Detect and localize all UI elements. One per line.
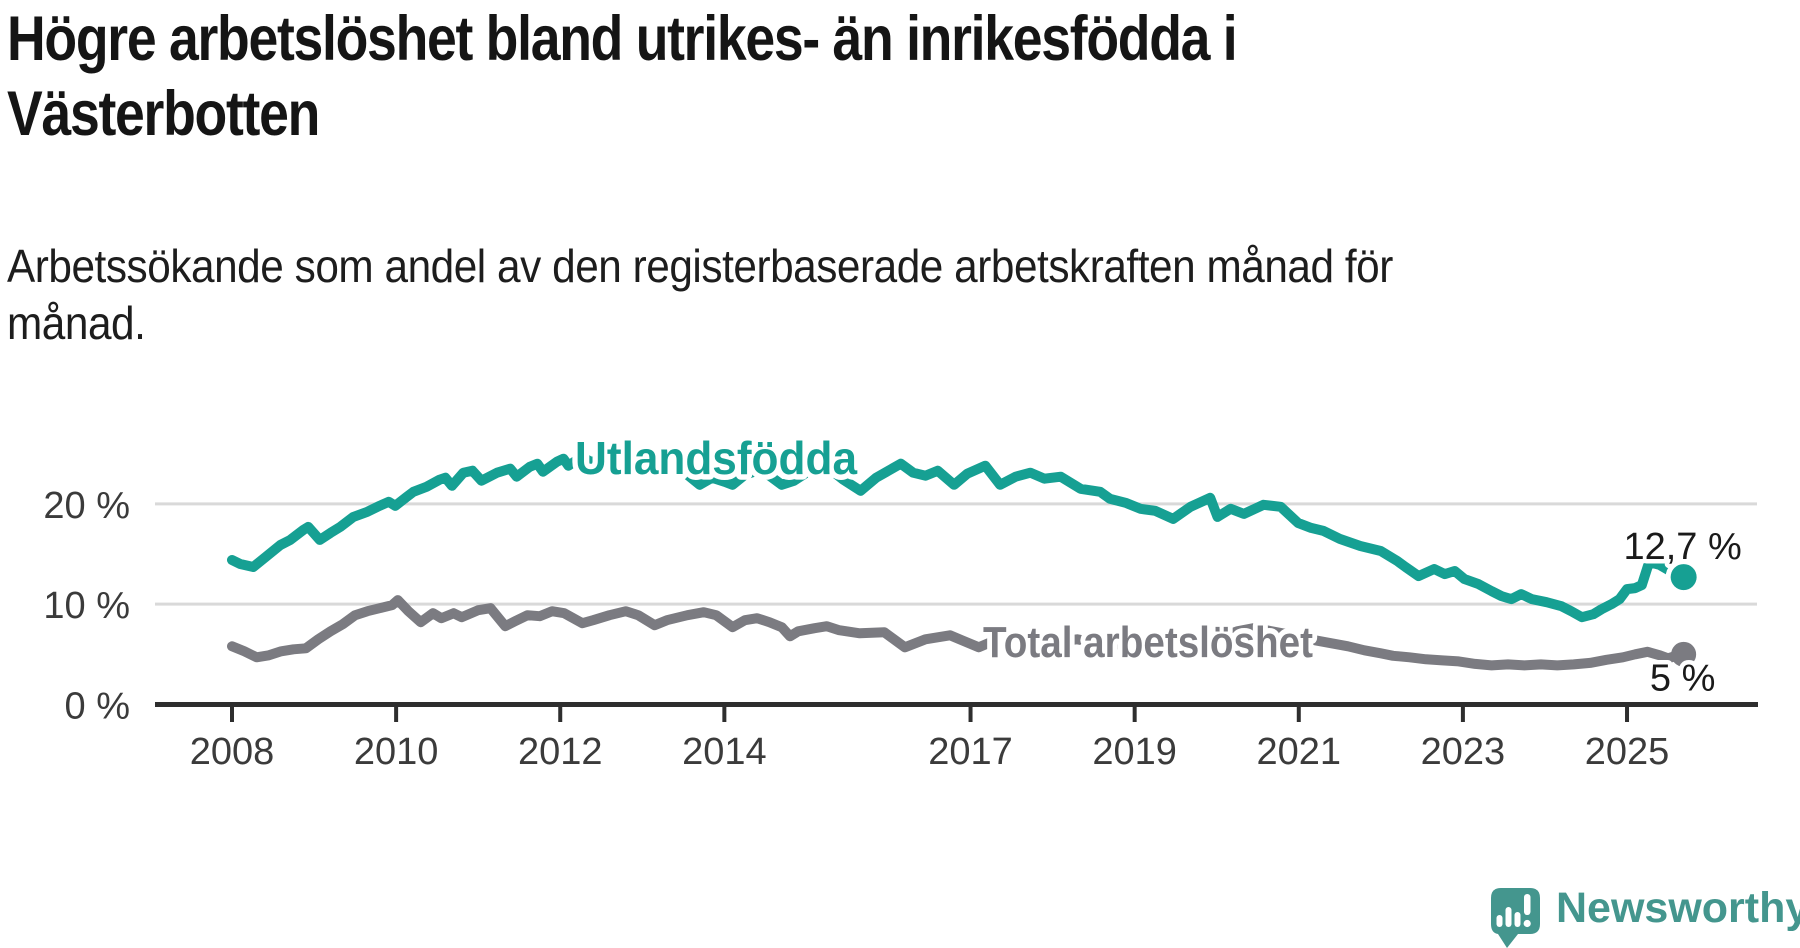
header: Högre arbetslöshet bland utrikes- än inr… [7, 0, 1513, 352]
x-axis-label-2017: 2017 [928, 731, 1013, 773]
x-axis-label-2010: 2010 [354, 731, 439, 773]
y-axis-label-20: 20 % [43, 485, 130, 527]
x-axis-label-2012: 2012 [518, 731, 603, 773]
x-axis-label-2019: 2019 [1092, 731, 1177, 773]
series-line-utlandsfodda [227, 452, 1689, 623]
logo-bar-1 [1496, 915, 1503, 927]
logo-bar-3 [1514, 912, 1521, 927]
chart-title: Högre arbetslöshet bland utrikes- än inr… [7, 0, 1513, 152]
newsworthy-logo: Newsworthy [1491, 884, 1800, 948]
chart-subtitle-line2: månad. [7, 297, 146, 349]
series-line-total-arbetsloshet [227, 595, 1689, 671]
logo-exclamation-dot [1523, 919, 1531, 928]
x-axis-label-2023: 2023 [1421, 731, 1506, 773]
series-label-total-arbetsloshet: Total arbetslöshet [983, 618, 1313, 667]
logo-bar-2 [1505, 907, 1512, 927]
chart-title-line2: Västerbotten [7, 79, 320, 149]
chart-subtitle-line1: Arbetssökande som andel av den registerb… [7, 240, 1393, 292]
x-axis-label-2025: 2025 [1585, 731, 1670, 773]
x-axis-label-2008: 2008 [190, 731, 275, 773]
chart-title-line1: Högre arbetslöshet bland utrikes- än inr… [7, 4, 1238, 74]
y-axis-label-0: 0 % [65, 686, 130, 728]
series-label-utlandsfodda: Utlandsfödda [575, 432, 857, 484]
end-dot-total-arbetsloshet [1671, 641, 1697, 667]
y-axis-label-10: 10 % [43, 585, 130, 627]
brand-wordmark: Newsworthy [1556, 884, 1800, 932]
x-axis-label-2014: 2014 [682, 731, 767, 773]
end-value-label-total-arbetsloshet: 5 % [1650, 657, 1715, 699]
chart-subtitle: Arbetssökande som andel av den registerb… [7, 238, 1513, 352]
x-axis-label-2021: 2021 [1257, 731, 1342, 773]
end-dot-utlandsfodda [1670, 564, 1697, 591]
logo-exclamation-bar [1524, 894, 1531, 915]
end-value-label-utlandsfodda: 12,7 % [1623, 526, 1741, 568]
